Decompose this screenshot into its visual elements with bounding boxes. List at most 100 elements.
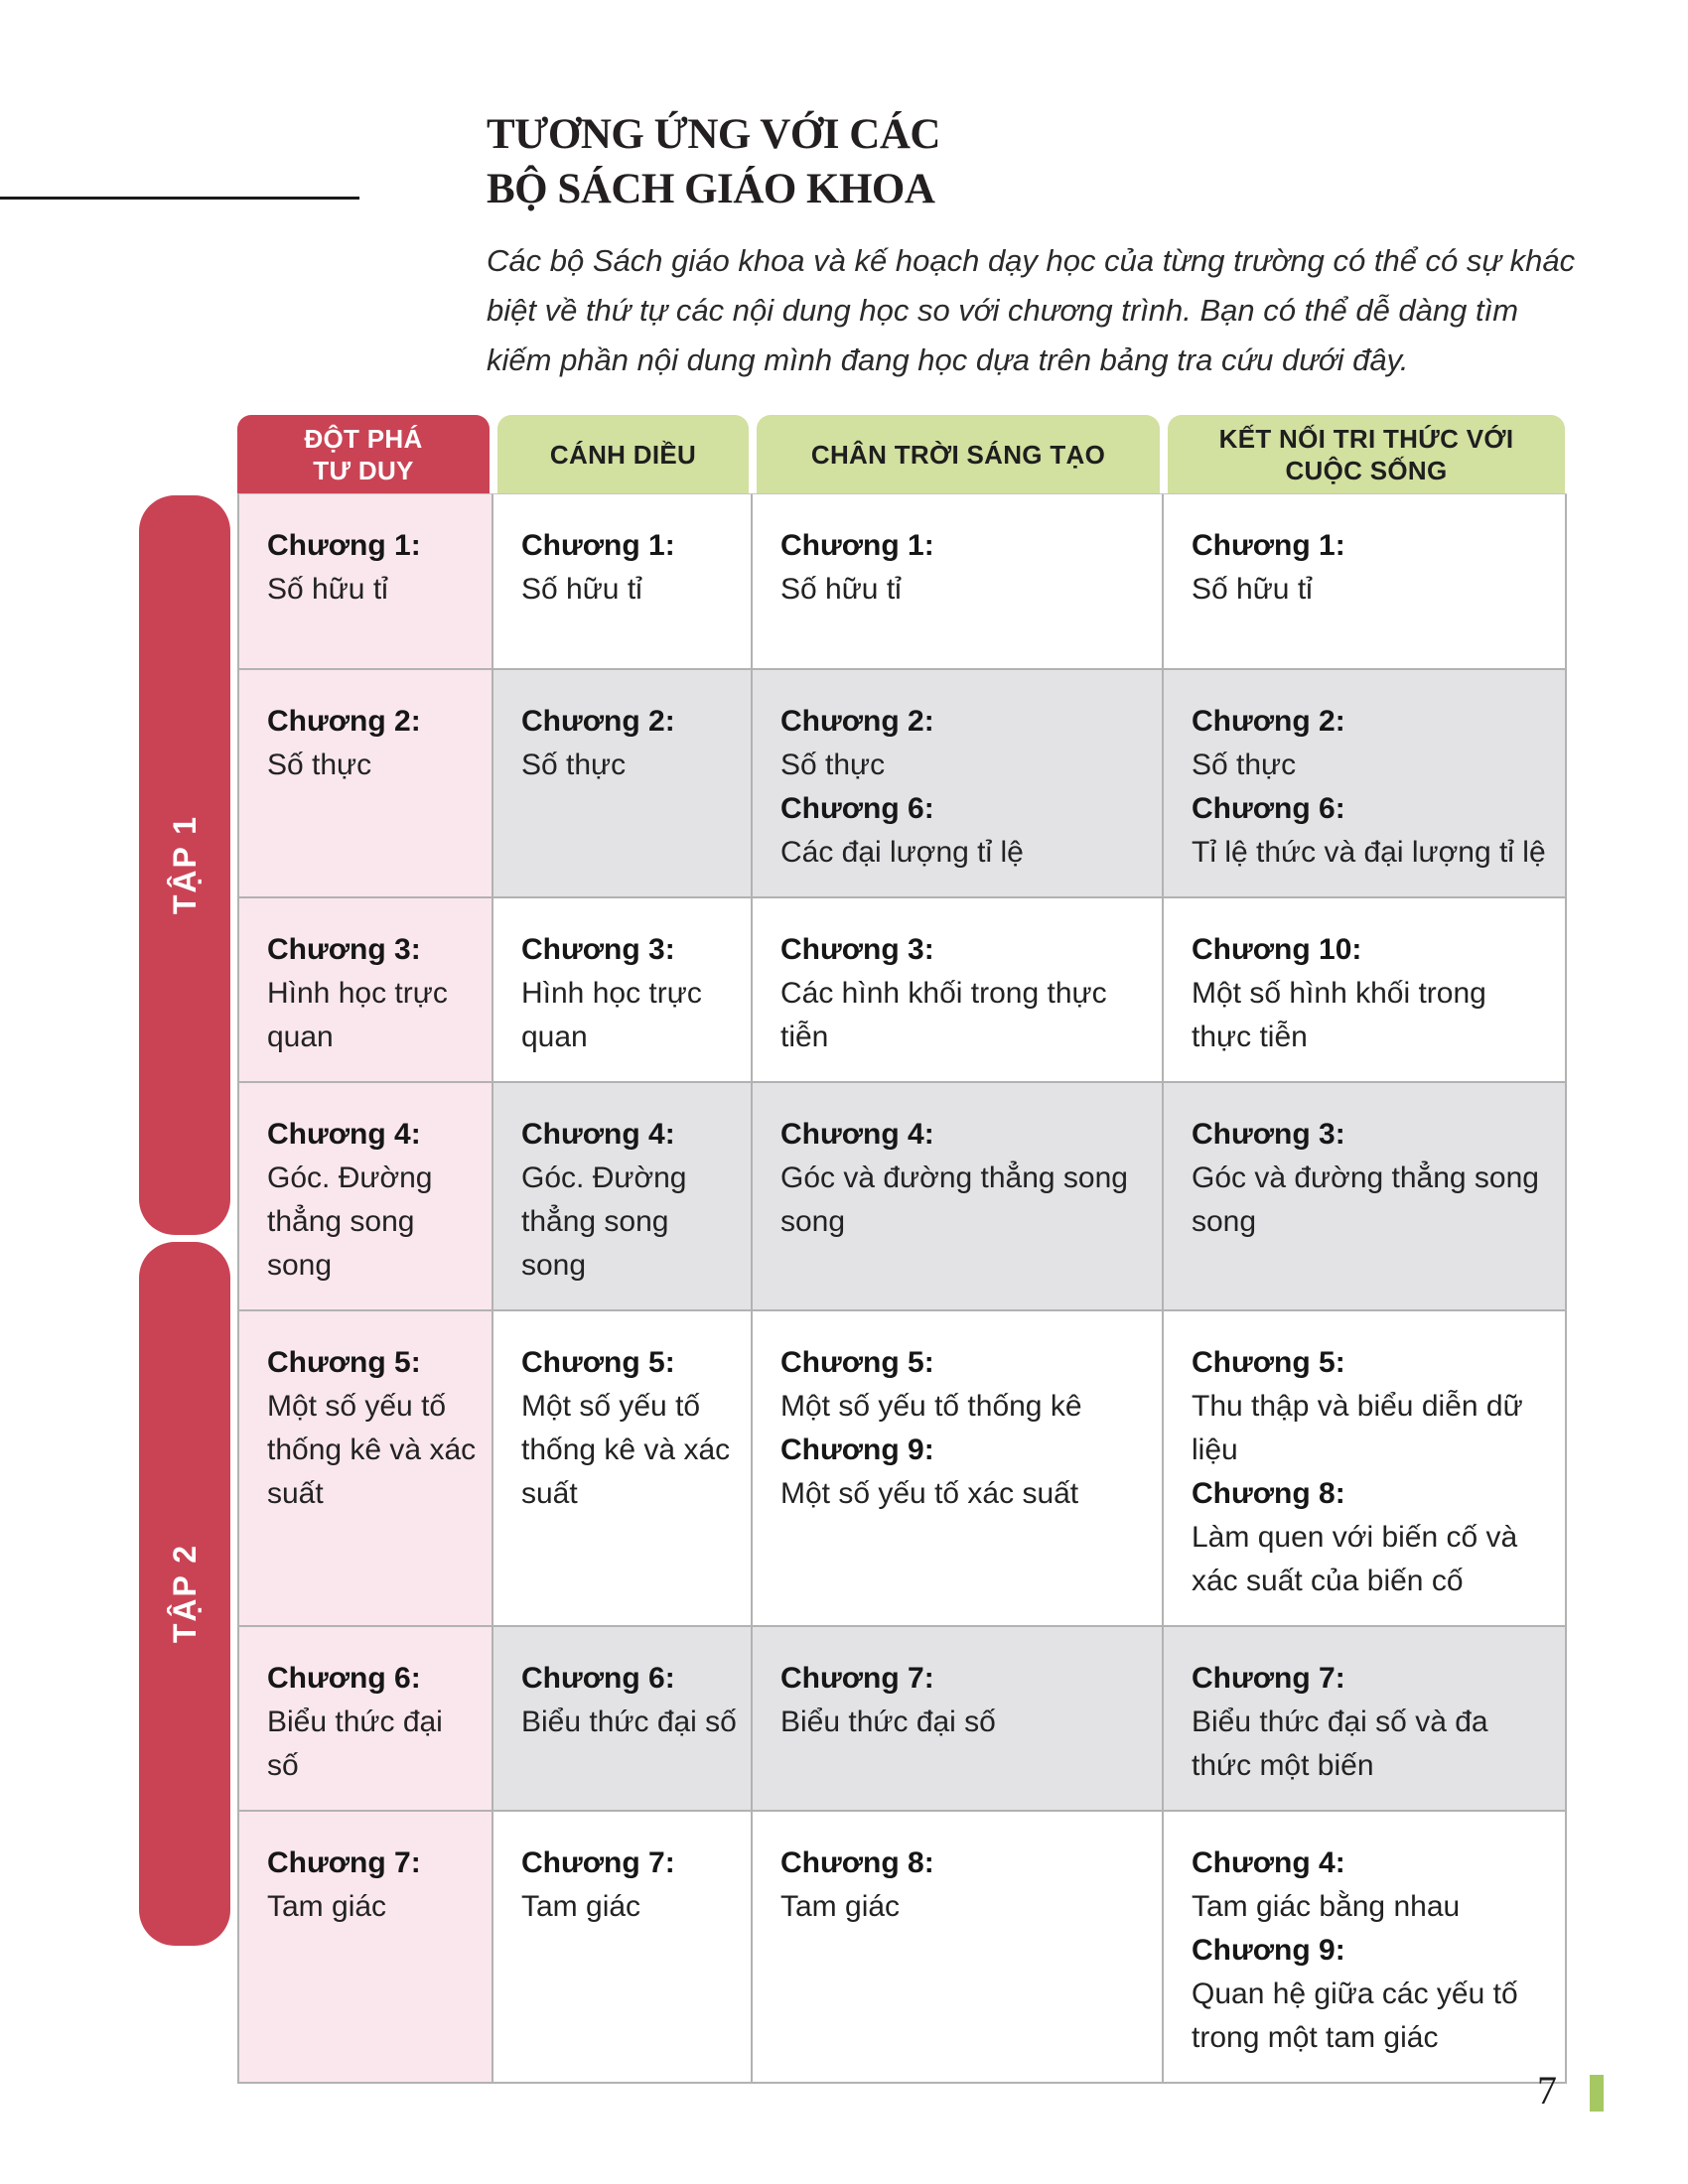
table-cell: Chương 7: Tam giác [239, 1812, 493, 2084]
chapter-title: Các đại lượng tỉ lệ [780, 836, 1024, 869]
chapter-label: Chương 8: [1192, 1477, 1345, 1510]
chapter-title: Tam giác bằng nhau [1192, 1890, 1461, 1923]
chapter-label: Chương 4: [780, 1118, 934, 1151]
chapter-label: Chương 5: [267, 1346, 421, 1379]
chapter-label: Chương 6: [521, 1662, 675, 1695]
chapter-title: Hình học trực quan [521, 977, 702, 1053]
volume-label: TẬP 1 [166, 815, 203, 915]
chapter-label: Chương 8: [780, 1846, 934, 1879]
table-body: Chương 1: Số hữu tỉ Chương 1: Số hữu tỉ Chươ… [237, 493, 1567, 2084]
chapter-title: Góc. Đường thẳng song song [267, 1161, 433, 1282]
chapter-label: Chương 7: [521, 1846, 675, 1879]
chapter-title: Góc và đường thẳng song song [780, 1161, 1128, 1238]
table-cell: Chương 4: Góc. Đường thẳng song song [239, 1083, 493, 1311]
chapter-title: Tam giác [780, 1890, 901, 1923]
chapter-label: Chương 1: [780, 529, 934, 562]
chapter-title: Tỉ lệ thức và đại lượng tỉ lệ [1192, 836, 1546, 869]
table-cell: Chương 6: Biểu thức đại số [493, 1627, 753, 1812]
page-number: 7 [1537, 2068, 1557, 2113]
chapter-title: Một số yếu tố thống kê [780, 1390, 1082, 1423]
chapter-title: Quan hệ giữa các yếu tố trong một tam gi… [1192, 1978, 1518, 2054]
table-cell: Chương 3: Hình học trực quan [239, 898, 493, 1083]
table-cell: Chương 7: Biểu thức đại số và đa thức một… [1164, 1627, 1567, 1812]
table-cell: Chương 1: Số hữu tỉ [1164, 494, 1567, 670]
chapter-label: Chương 4: [1192, 1846, 1345, 1879]
chapter-label: Chương 7: [780, 1662, 934, 1695]
chapter-title: Làm quen với biến cố và xác suất của biế… [1192, 1521, 1518, 1597]
chapter-title: Một số yếu tố thống kê và xác suất [521, 1390, 731, 1510]
volume-label: TẬP 2 [166, 1544, 203, 1644]
column-header-dot-pha-tu-duy: ĐỘT PHÁ TƯ DUY [237, 415, 490, 493]
chapter-label: Chương 10: [1192, 933, 1362, 966]
page-title: TƯƠNG ỨNG VỚI CÁC BỘ SÁCH GIÁO KHOA [487, 111, 940, 212]
chapter-label: Chương 3: [780, 933, 934, 966]
chapter-title: Số thực [780, 749, 886, 781]
table-cell: Chương 5: Một số yếu tố thống kê Chương 9:… [753, 1311, 1164, 1627]
intro-paragraph: Các bộ Sách giáo khoa và kế hoạch dạy họ… [487, 243, 1576, 377]
table-cell: Chương 3: Các hình khối trong thực tiễn [753, 898, 1164, 1083]
chapter-label: Chương 3: [1192, 1118, 1345, 1151]
column-header-chan-troi-sang-tao: CHÂN TRỜI SÁNG TẠO [757, 415, 1160, 493]
column-header-ket-noi-tri-thuc: KẾT NỐI TRI THỨC VỚI CUỘC SỐNG [1168, 415, 1565, 493]
chapter-title: Một số yếu tố xác suất [780, 1477, 1079, 1510]
chapter-title: Thu thập và biểu diễn dữ liệu [1192, 1390, 1523, 1466]
table-cell: Chương 10: Một số hình khối trong thực ti… [1164, 898, 1567, 1083]
chapter-label: Chương 1: [267, 529, 421, 562]
table-cell: Chương 2: Số thực [493, 670, 753, 898]
chapter-label: Chương 4: [267, 1118, 421, 1151]
table-cell: Chương 3: Góc và đường thẳng song song [1164, 1083, 1567, 1311]
page-number-tick [1590, 2075, 1604, 2112]
table-cell: Chương 6: Biểu thức đại số [239, 1627, 493, 1812]
chapter-label: Chương 6: [1192, 792, 1345, 825]
chapter-title: Số thực [1192, 749, 1297, 781]
chapter-title: Các hình khối trong thực tiễn [780, 977, 1107, 1053]
chapter-label: Chương 1: [521, 529, 675, 562]
table-cell: Chương 1: Số hữu tỉ [493, 494, 753, 670]
column-header-canh-dieu: CÁNH DIỀU [497, 415, 749, 493]
table-cell: Chương 2: Số thực [239, 670, 493, 898]
chapter-label: Chương 2: [267, 705, 421, 738]
chapter-label: Chương 4: [521, 1118, 675, 1151]
table-cell: Chương 8: Tam giác [753, 1812, 1164, 2084]
chapter-label: Chương 2: [780, 705, 934, 738]
chapter-label: Chương 5: [521, 1346, 675, 1379]
chapter-title: Số hữu tỉ [521, 573, 642, 606]
chapter-label: Chương 6: [780, 792, 934, 825]
chapter-label: Chương 3: [521, 933, 675, 966]
chapter-label: Chương 1: [1192, 529, 1345, 562]
chapter-label: Chương 9: [780, 1433, 934, 1466]
volume-bar-tap-1: TẬP 1 [139, 495, 230, 1235]
chapter-title: Biểu thức đại số và đa thức một biến [1192, 1706, 1488, 1782]
table-cell: Chương 4: Góc và đường thẳng song song [753, 1083, 1164, 1311]
chapter-title: Số thực [521, 749, 627, 781]
chapter-title: Tam giác [267, 1890, 387, 1923]
chapter-label: Chương 6: [267, 1662, 421, 1695]
chapter-label: Chương 5: [780, 1346, 934, 1379]
volume-bar-tap-2: TẬP 2 [139, 1242, 230, 1946]
chapter-label: Chương 2: [521, 705, 675, 738]
table-cell: Chương 4: Góc. Đường thẳng song song [493, 1083, 753, 1311]
table-cell: Chương 7: Biểu thức đại số [753, 1627, 1164, 1812]
chapter-title: Góc. Đường thẳng song song [521, 1161, 687, 1282]
chapter-title: Số hữu tỉ [267, 573, 388, 606]
chapter-title: Biểu thức đại số [267, 1706, 443, 1782]
table-cell: Chương 1: Số hữu tỉ [753, 494, 1164, 670]
chapter-label: Chương 2: [1192, 705, 1345, 738]
table-cell: Chương 5: Một số yếu tố thống kê và xác s… [493, 1311, 753, 1627]
table-cell: Chương 2: Số thực Chương 6: Các đại lượng t… [753, 670, 1164, 898]
chapter-title: Một số hình khối trong thực tiễn [1192, 977, 1486, 1053]
table-cell: Chương 2: Số thực Chương 6: Tỉ lệ thức và đ… [1164, 670, 1567, 898]
chapter-label: Chương 7: [267, 1846, 421, 1879]
chapter-title: Số hữu tỉ [1192, 573, 1313, 606]
chapter-title: Số hữu tỉ [780, 573, 902, 606]
table-cell: Chương 5: Thu thập và biểu diễn dữ liệu Ch… [1164, 1311, 1567, 1627]
chapter-title: Góc và đường thẳng song song [1192, 1161, 1539, 1238]
chapter-title: Số thực [267, 749, 372, 781]
chapter-title: Tam giác [521, 1890, 641, 1923]
chapter-title: Một số yếu tố thống kê và xác suất [267, 1390, 477, 1510]
margin-rule [0, 197, 359, 200]
table-cell: Chương 7: Tam giác [493, 1812, 753, 2084]
table-cell: Chương 1: Số hữu tỉ [239, 494, 493, 670]
chapter-title: Biểu thức đại số [521, 1706, 737, 1738]
